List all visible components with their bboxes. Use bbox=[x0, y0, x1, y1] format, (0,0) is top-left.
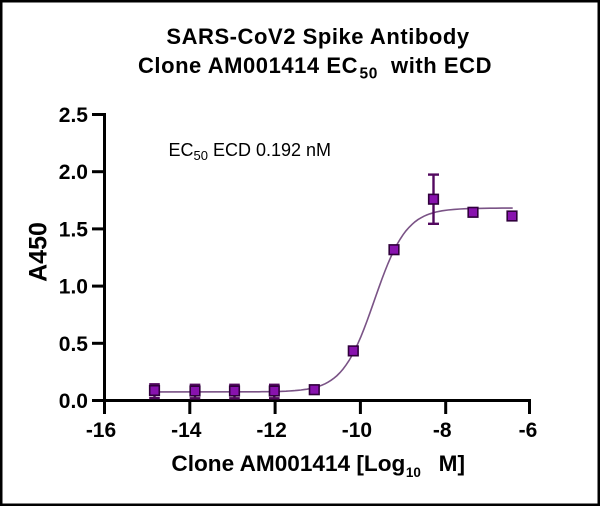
svg-text:-12: -12 bbox=[256, 419, 286, 442]
svg-text:Clone AM001414 EC50 with ECD: Clone AM001414 EC50 with ECD bbox=[138, 53, 492, 83]
svg-text:A450: A450 bbox=[25, 222, 53, 282]
svg-text:0.5: 0.5 bbox=[59, 333, 89, 356]
svg-text:EC50 ECD 0.192 nM: EC50 ECD 0.192 nM bbox=[169, 140, 332, 163]
svg-text:2.0: 2.0 bbox=[59, 161, 88, 184]
svg-text:SARS-CoV2 Spike Antibody: SARS-CoV2 Spike Antibody bbox=[166, 24, 470, 49]
svg-text:1.0: 1.0 bbox=[59, 276, 88, 299]
svg-text:-14: -14 bbox=[171, 419, 202, 442]
svg-text:-16: -16 bbox=[86, 419, 116, 442]
svg-text:-6: -6 bbox=[519, 419, 538, 442]
svg-text:-10: -10 bbox=[342, 419, 372, 442]
svg-text:0.0: 0.0 bbox=[59, 390, 88, 413]
svg-text:-8: -8 bbox=[433, 419, 452, 442]
svg-text:2.5: 2.5 bbox=[59, 104, 89, 127]
svg-text:1.5: 1.5 bbox=[59, 218, 89, 241]
